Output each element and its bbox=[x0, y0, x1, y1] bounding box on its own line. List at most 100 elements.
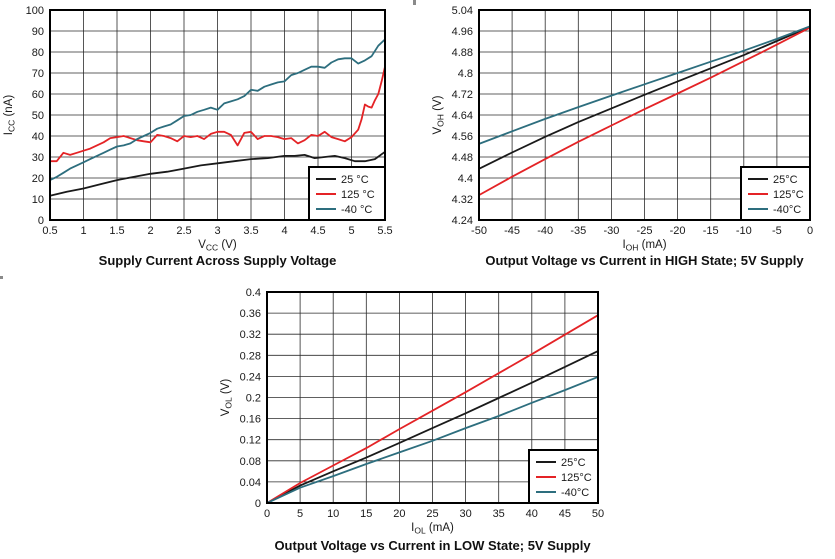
svg-text:0: 0 bbox=[264, 508, 270, 520]
series-line--40 °C bbox=[49, 38, 386, 182]
svg-text:50: 50 bbox=[32, 110, 44, 122]
svg-text:25: 25 bbox=[426, 508, 438, 520]
voh-plot: -50 -45 -40 -35 -30 -25 -20 -15 -10 -5 04.244.324.… bbox=[432, 5, 813, 252]
svg-text:20: 20 bbox=[393, 508, 405, 520]
svg-text:5: 5 bbox=[348, 225, 354, 237]
chart-title: Supply Current Across Supply Voltage bbox=[98, 253, 337, 268]
svg-text:-40: -40 bbox=[537, 225, 553, 237]
svg-text:4.5: 4.5 bbox=[310, 225, 325, 237]
legend-label: -40°C bbox=[561, 487, 589, 499]
svg-text:0.32: 0.32 bbox=[240, 329, 261, 341]
series-line-125 °C bbox=[49, 65, 386, 163]
svg-text:0.5: 0.5 bbox=[42, 225, 57, 237]
svg-text:90: 90 bbox=[32, 26, 44, 38]
svg-text:4.72: 4.72 bbox=[452, 89, 473, 101]
svg-text:15: 15 bbox=[360, 508, 372, 520]
svg-text:4.96: 4.96 bbox=[452, 26, 473, 38]
svg-text:100: 100 bbox=[26, 5, 44, 17]
svg-text:30: 30 bbox=[459, 508, 471, 520]
svg-text:4.4: 4.4 bbox=[458, 173, 473, 185]
tick-labels: 0.5 1 1.5 2 2.5 3 3.5 4 4.5 5 5.5 0 10 20 30 40 50 60 70 80… bbox=[26, 5, 393, 237]
chart-vol-low-state: 0 5 10 15 20 25 30 35 40 45 50 0 0.04 0.08 0.12 0.16 0.2… bbox=[210, 280, 630, 559]
svg-text:-35: -35 bbox=[570, 225, 586, 237]
svg-text:0.36: 0.36 bbox=[240, 308, 261, 320]
svg-text:80: 80 bbox=[32, 47, 44, 59]
series-line-125°C bbox=[478, 26, 811, 197]
x-axis-label: IOL (mA) bbox=[411, 522, 454, 536]
svg-text:10: 10 bbox=[327, 508, 339, 520]
svg-text:1.5: 1.5 bbox=[109, 225, 124, 237]
svg-text:4.24: 4.24 bbox=[452, 215, 473, 227]
svg-text:4: 4 bbox=[281, 225, 287, 237]
svg-text:4.64: 4.64 bbox=[452, 110, 473, 122]
legend-label: 25°C bbox=[773, 174, 798, 186]
y-axis-label: VOL (V) bbox=[220, 379, 234, 417]
svg-text:2.5: 2.5 bbox=[176, 225, 191, 237]
legend-label: 25 °C bbox=[341, 174, 369, 186]
svg-text:0.24: 0.24 bbox=[240, 371, 261, 383]
tick-labels: -50 -45 -40 -35 -30 -25 -20 -15 -10 -5 04.244.324.… bbox=[452, 5, 813, 237]
svg-text:3.5: 3.5 bbox=[243, 225, 258, 237]
svg-text:5: 5 bbox=[297, 508, 303, 520]
plot-border bbox=[49, 9, 386, 221]
svg-text:4.56: 4.56 bbox=[452, 131, 473, 143]
svg-text:0.28: 0.28 bbox=[240, 350, 261, 362]
svg-text:0: 0 bbox=[807, 225, 813, 237]
svg-text:5.5: 5.5 bbox=[377, 225, 392, 237]
y-axis-label: VOH (V) bbox=[432, 95, 446, 134]
svg-text:35: 35 bbox=[493, 508, 505, 520]
tick-labels: 0 5 10 15 20 25 30 35 40 45 50 0 0.04 0.08 0.12 0.16 0.2… bbox=[240, 287, 605, 520]
y-axis-label: ICC (nA) bbox=[3, 95, 17, 136]
svg-text:60: 60 bbox=[32, 89, 44, 101]
legend-label: -40 °C bbox=[341, 204, 372, 216]
vol-plot: 0 5 10 15 20 25 30 35 40 45 50 0 0.04 0.08 0.12 0.16 0.2… bbox=[220, 287, 605, 536]
svg-text:40: 40 bbox=[526, 508, 538, 520]
series-line-25°C bbox=[266, 350, 599, 504]
chart-title: Output Voltage vs Current in HIGH State;… bbox=[485, 253, 804, 268]
supply-current-plot: 0.5 1 1.5 2 2.5 3 3.5 4 4.5 5 5.5 0 10 20 30 40 50 60 70 80… bbox=[3, 5, 393, 252]
chart-supply-current: 0.5 1 1.5 2 2.5 3 3.5 4 4.5 5 5.5 0 10 20 30 40 50 60 70 80… bbox=[0, 0, 417, 275]
svg-text:40: 40 bbox=[32, 131, 44, 143]
svg-text:0: 0 bbox=[255, 498, 261, 510]
series-lines bbox=[266, 314, 599, 504]
svg-text:1: 1 bbox=[80, 225, 86, 237]
svg-text:2: 2 bbox=[147, 225, 153, 237]
svg-text:-50: -50 bbox=[471, 225, 487, 237]
svg-text:-30: -30 bbox=[603, 225, 619, 237]
svg-text:30: 30 bbox=[32, 152, 44, 164]
svg-text:50: 50 bbox=[592, 508, 604, 520]
legend-label: 125°C bbox=[561, 472, 592, 484]
svg-text:0.08: 0.08 bbox=[240, 456, 261, 468]
legend-label: -40°C bbox=[773, 204, 801, 216]
legend: 25 °C 125 °C -40 °C bbox=[308, 166, 386, 221]
x-axis-label: IOH (mA) bbox=[622, 239, 666, 252]
plot-border bbox=[266, 291, 599, 504]
svg-text:-20: -20 bbox=[670, 225, 686, 237]
svg-text:4.48: 4.48 bbox=[452, 152, 473, 164]
svg-text:-25: -25 bbox=[637, 225, 653, 237]
cropped-text-artifact-left bbox=[0, 276, 3, 279]
legend-label: 125°C bbox=[773, 189, 804, 201]
svg-text:0.16: 0.16 bbox=[240, 414, 261, 426]
svg-text:-15: -15 bbox=[703, 225, 719, 237]
svg-text:70: 70 bbox=[32, 68, 44, 80]
legend-label: 25°C bbox=[561, 457, 586, 469]
svg-text:10: 10 bbox=[32, 194, 44, 206]
plot-border bbox=[478, 9, 811, 221]
svg-text:45: 45 bbox=[559, 508, 571, 520]
svg-text:5.04: 5.04 bbox=[452, 5, 473, 17]
legend-label: 125 °C bbox=[341, 189, 375, 201]
svg-text:3: 3 bbox=[214, 225, 220, 237]
svg-text:-45: -45 bbox=[504, 225, 520, 237]
svg-text:4.8: 4.8 bbox=[458, 68, 473, 80]
svg-text:-10: -10 bbox=[736, 225, 752, 237]
svg-text:0.4: 0.4 bbox=[246, 287, 261, 299]
x-axis-label: VCC (V) bbox=[198, 239, 237, 252]
svg-text:0.04: 0.04 bbox=[240, 477, 261, 489]
svg-text:0.12: 0.12 bbox=[240, 435, 261, 447]
svg-text:0: 0 bbox=[38, 215, 44, 227]
svg-text:4.88: 4.88 bbox=[452, 47, 473, 59]
svg-text:20: 20 bbox=[32, 173, 44, 185]
chart-voh-high-state: -50 -45 -40 -35 -30 -25 -20 -15 -10 -5 0 4.24 4.32 4.… bbox=[417, 0, 835, 275]
